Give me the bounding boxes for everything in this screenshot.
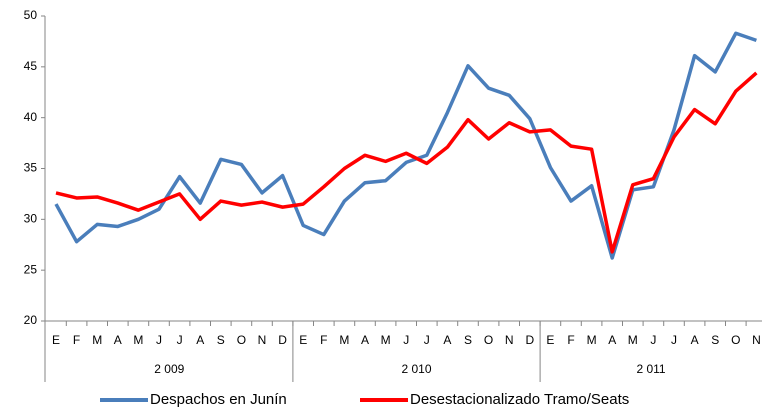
x-tick-label: O (484, 333, 493, 347)
x-tick-label: M (339, 333, 349, 347)
x-tick-label: J (671, 333, 677, 347)
group-label: 2 011 (636, 362, 665, 376)
x-tick-label: A (114, 333, 122, 347)
x-tick-label: A (608, 333, 616, 347)
x-tick-label: M (92, 333, 102, 347)
y-tick-label: 20 (24, 313, 38, 327)
x-tick-label: A (691, 333, 699, 347)
x-tick-label: F (73, 333, 80, 347)
y-tick-label: 30 (24, 212, 38, 226)
y-tick-label: 35 (24, 161, 38, 175)
x-tick-label: M (381, 333, 391, 347)
y-tick-label: 50 (24, 8, 38, 22)
x-tick-label: M (587, 333, 597, 347)
x-tick-label: S (711, 333, 719, 347)
x-tick-label: N (752, 333, 761, 347)
x-tick-label: J (650, 333, 656, 347)
y-tick-label: 45 (24, 59, 38, 73)
x-tick-label: D (278, 333, 287, 347)
x-tick-label: J (403, 333, 409, 347)
x-tick-label: J (156, 333, 162, 347)
legend-label: Despachos en Junín (150, 391, 287, 408)
x-tick-label: M (133, 333, 143, 347)
x-tick-label: J (424, 333, 430, 347)
x-tick-label: J (177, 333, 183, 347)
group-label: 2 010 (401, 362, 431, 376)
x-tick-label: F (567, 333, 574, 347)
y-tick-label: 25 (24, 262, 38, 276)
x-tick-label: E (546, 333, 554, 347)
x-tick-label: M (628, 333, 638, 347)
x-tick-label: A (443, 333, 451, 347)
x-tick-label: S (464, 333, 472, 347)
x-tick-label: S (217, 333, 225, 347)
group-label: 2 009 (154, 362, 184, 376)
legend-label: Desestacionalizado Tramo/Seats (410, 391, 629, 408)
y-tick-label: 40 (24, 110, 38, 124)
x-tick-label: O (237, 333, 246, 347)
series-line (55, 71, 758, 254)
series-line (54, 31, 757, 260)
x-tick-label: E (52, 333, 60, 347)
x-tick-label: D (525, 333, 534, 347)
x-tick-label: O (731, 333, 740, 347)
x-tick-label: A (196, 333, 204, 347)
x-tick-label: A (361, 333, 369, 347)
x-tick-label: N (258, 333, 267, 347)
x-tick-label: N (505, 333, 514, 347)
x-tick-label: F (320, 333, 327, 347)
x-tick-label: E (299, 333, 307, 347)
